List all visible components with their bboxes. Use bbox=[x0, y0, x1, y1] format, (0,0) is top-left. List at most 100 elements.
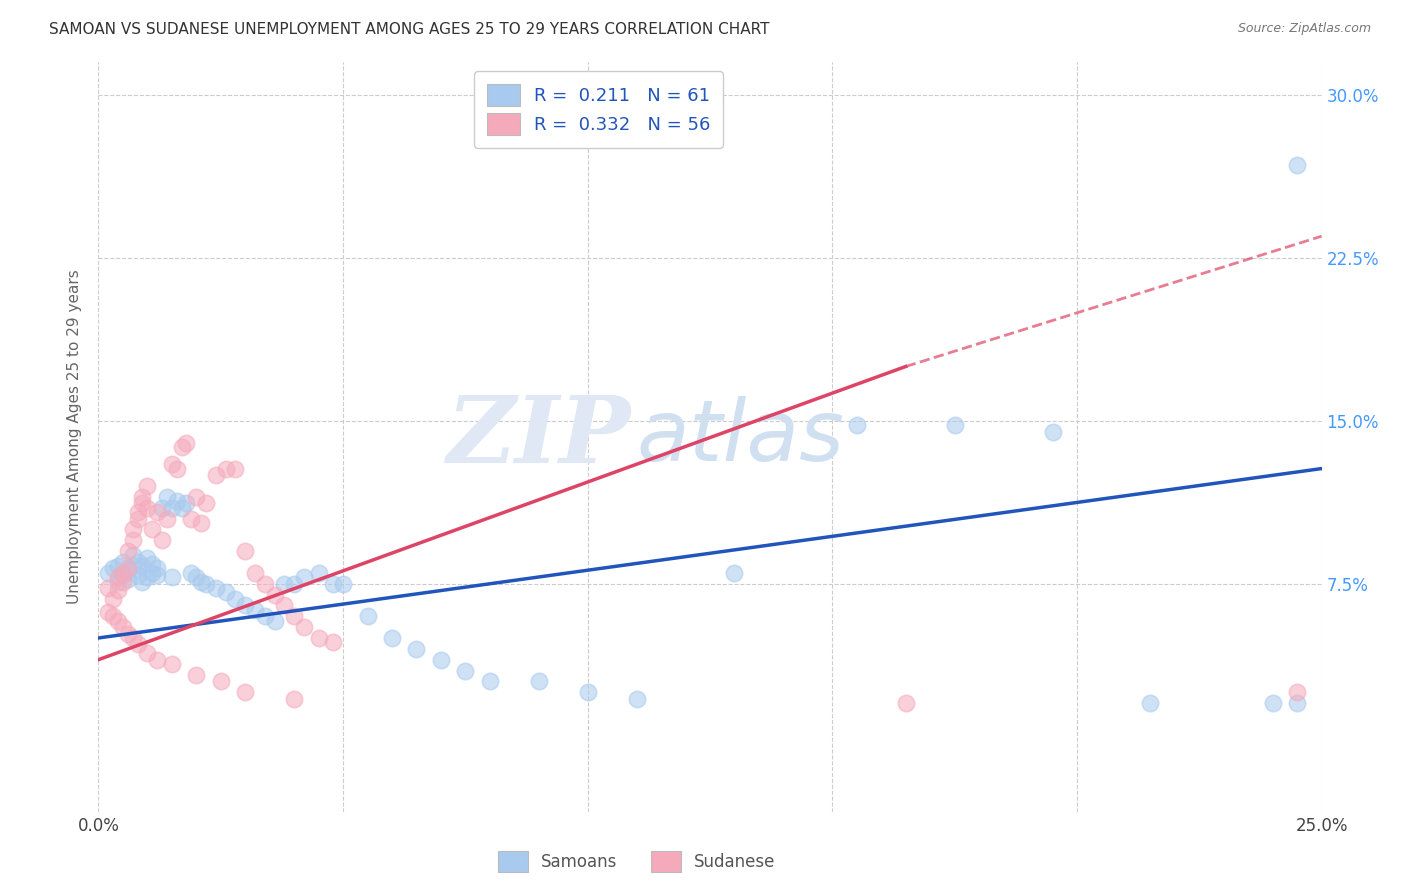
Point bbox=[117, 564, 139, 578]
Point bbox=[131, 490, 153, 504]
Point bbox=[111, 566, 134, 580]
Point bbox=[186, 668, 208, 682]
Point bbox=[127, 568, 149, 582]
Point bbox=[214, 461, 236, 475]
Point bbox=[1139, 696, 1161, 710]
Point bbox=[150, 500, 173, 515]
Point bbox=[1286, 157, 1309, 171]
Point bbox=[283, 609, 305, 624]
Point bbox=[894, 696, 917, 710]
Point bbox=[332, 576, 354, 591]
Y-axis label: Unemployment Among Ages 25 to 29 years: Unemployment Among Ages 25 to 29 years bbox=[67, 269, 83, 605]
Point bbox=[156, 490, 179, 504]
Point bbox=[107, 559, 129, 574]
Point bbox=[180, 511, 202, 525]
Point bbox=[136, 570, 159, 584]
Point bbox=[160, 500, 183, 515]
Point bbox=[101, 591, 124, 606]
Point bbox=[253, 609, 276, 624]
Point bbox=[121, 533, 143, 548]
Point bbox=[243, 566, 266, 580]
Point bbox=[478, 674, 501, 689]
Point bbox=[111, 555, 134, 569]
Point bbox=[273, 599, 295, 613]
Point bbox=[136, 479, 159, 493]
Point bbox=[195, 576, 218, 591]
Point bbox=[166, 494, 188, 508]
Point bbox=[170, 440, 193, 454]
Point bbox=[176, 435, 198, 450]
Point bbox=[127, 505, 149, 519]
Text: Source: ZipAtlas.com: Source: ZipAtlas.com bbox=[1237, 22, 1371, 36]
Text: atlas: atlas bbox=[637, 395, 845, 479]
Point bbox=[205, 581, 228, 595]
Point bbox=[430, 653, 453, 667]
Point bbox=[322, 635, 344, 649]
Point bbox=[576, 685, 599, 699]
Point bbox=[233, 685, 256, 699]
Point bbox=[405, 641, 427, 656]
Point bbox=[943, 418, 966, 433]
Point bbox=[381, 631, 404, 645]
Legend: Samoans, Sudanese: Samoans, Sudanese bbox=[491, 845, 782, 879]
Point bbox=[121, 559, 143, 574]
Point bbox=[160, 457, 183, 471]
Text: SAMOAN VS SUDANESE UNEMPLOYMENT AMONG AGES 25 TO 29 YEARS CORRELATION CHART: SAMOAN VS SUDANESE UNEMPLOYMENT AMONG AG… bbox=[49, 22, 769, 37]
Point bbox=[356, 609, 378, 624]
Point bbox=[131, 496, 153, 510]
Point bbox=[97, 566, 120, 580]
Point bbox=[263, 588, 285, 602]
Point bbox=[1261, 696, 1284, 710]
Point bbox=[454, 664, 477, 678]
Point bbox=[136, 646, 159, 660]
Point bbox=[292, 570, 315, 584]
Point bbox=[107, 570, 129, 584]
Point bbox=[176, 496, 198, 510]
Point bbox=[1286, 685, 1309, 699]
Point bbox=[224, 461, 246, 475]
Point bbox=[107, 574, 129, 589]
Point bbox=[205, 468, 228, 483]
Point bbox=[117, 572, 139, 586]
Point bbox=[1286, 696, 1309, 710]
Point bbox=[224, 591, 246, 606]
Point bbox=[127, 555, 149, 569]
Point bbox=[111, 574, 134, 589]
Point bbox=[292, 620, 315, 634]
Point bbox=[141, 566, 163, 580]
Point bbox=[180, 566, 202, 580]
Point bbox=[186, 490, 208, 504]
Point bbox=[253, 576, 276, 591]
Point bbox=[97, 605, 120, 619]
Point bbox=[243, 603, 266, 617]
Point bbox=[136, 500, 159, 515]
Point bbox=[117, 626, 139, 640]
Point bbox=[626, 691, 648, 706]
Point bbox=[1042, 425, 1064, 439]
Point bbox=[322, 576, 344, 591]
Point bbox=[209, 674, 232, 689]
Point bbox=[273, 576, 295, 591]
Point bbox=[146, 568, 169, 582]
Point bbox=[107, 614, 129, 628]
Point bbox=[146, 505, 169, 519]
Point bbox=[723, 566, 745, 580]
Point bbox=[111, 568, 134, 582]
Point bbox=[150, 533, 173, 548]
Point bbox=[101, 609, 124, 624]
Point bbox=[101, 561, 124, 575]
Point bbox=[141, 522, 163, 536]
Point bbox=[127, 511, 149, 525]
Point bbox=[170, 500, 193, 515]
Point bbox=[117, 561, 139, 575]
Point bbox=[263, 614, 285, 628]
Point bbox=[121, 549, 143, 563]
Point bbox=[283, 576, 305, 591]
Point bbox=[146, 561, 169, 575]
Point bbox=[283, 691, 305, 706]
Point bbox=[136, 550, 159, 565]
Point bbox=[186, 570, 208, 584]
Point bbox=[308, 566, 330, 580]
Point bbox=[97, 581, 120, 595]
Point bbox=[166, 461, 188, 475]
